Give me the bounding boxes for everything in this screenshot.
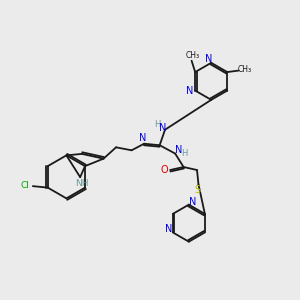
- Text: CH₃: CH₃: [238, 65, 252, 74]
- Text: N: N: [139, 133, 146, 143]
- Text: N: N: [165, 224, 172, 234]
- Text: Cl: Cl: [20, 181, 29, 190]
- Text: H: H: [154, 120, 161, 129]
- Text: N: N: [185, 85, 193, 96]
- Text: H: H: [182, 149, 188, 158]
- Text: O: O: [161, 165, 169, 175]
- Text: N: N: [189, 197, 196, 207]
- Text: CH₃: CH₃: [186, 51, 200, 60]
- Text: N: N: [159, 123, 167, 133]
- Text: N: N: [205, 54, 212, 64]
- Text: N: N: [175, 145, 182, 155]
- Text: S: S: [195, 185, 201, 195]
- Text: NH: NH: [75, 179, 88, 188]
